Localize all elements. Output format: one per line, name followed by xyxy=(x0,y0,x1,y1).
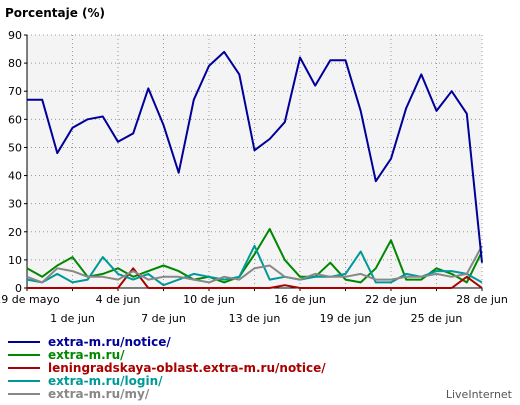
y-axis: 0 10 20 30 40 50 60 70 80 90 xyxy=(8,29,28,295)
y-tick-label: 0 xyxy=(15,282,22,295)
x-tick-label: 7 de jun xyxy=(141,312,186,325)
chart-title: Porcentaje (%) xyxy=(5,6,105,20)
series-line-2 xyxy=(27,267,483,289)
y-tick-label: 10 xyxy=(8,254,22,267)
y-tick-label: 20 xyxy=(8,226,22,239)
x-tick-label: 1 de jun xyxy=(50,312,95,325)
legend-label: extra-m.ru/my/ xyxy=(48,387,150,401)
series-line-4 xyxy=(26,245,483,284)
plot-area xyxy=(27,35,482,288)
series-line-0 xyxy=(27,50,483,263)
x-tick-label: 28 de jun xyxy=(456,293,508,306)
legend-label: extra-m.ru/login/ xyxy=(48,374,163,388)
y-tick-label: 90 xyxy=(8,29,22,42)
y-tick-label: 30 xyxy=(8,198,22,211)
x-tick-label: 19 de jun xyxy=(320,312,372,325)
legend-label: extra-m.ru/ xyxy=(48,348,125,362)
series-line-1 xyxy=(26,228,483,284)
x-tick-label: 10 de jun xyxy=(183,293,235,306)
legend-label: leningradskaya-oblast.extra-m.ru/notice/ xyxy=(48,361,326,375)
legend: extra-m.ru/notice/extra-m.ru/leningradsk… xyxy=(8,335,326,401)
y-tick-label: 50 xyxy=(8,141,22,154)
x-tick-label: 22 de jun xyxy=(365,293,417,306)
legend-label: extra-m.ru/notice/ xyxy=(48,335,171,349)
x-tick-label: 29 de mayo xyxy=(0,293,60,306)
x-tick-label: 25 de jun xyxy=(411,312,463,325)
x-axis: 29 de mayo 4 de jun 10 de jun 16 de jun 22 d… xyxy=(0,287,508,325)
series-lines xyxy=(26,50,483,289)
credit-text: LiveInternet xyxy=(446,388,513,401)
x-tick-label: 4 de jun xyxy=(96,293,141,306)
y-tick-label: 70 xyxy=(8,85,22,98)
y-tick-label: 60 xyxy=(8,113,22,126)
y-tick-label: 40 xyxy=(8,170,22,183)
x-tick-label: 13 de jun xyxy=(229,312,281,325)
plot-background xyxy=(27,35,482,288)
x-tick-label: 16 de jun xyxy=(274,293,326,306)
series-line-3 xyxy=(26,244,483,287)
y-tick-label: 80 xyxy=(8,57,22,70)
